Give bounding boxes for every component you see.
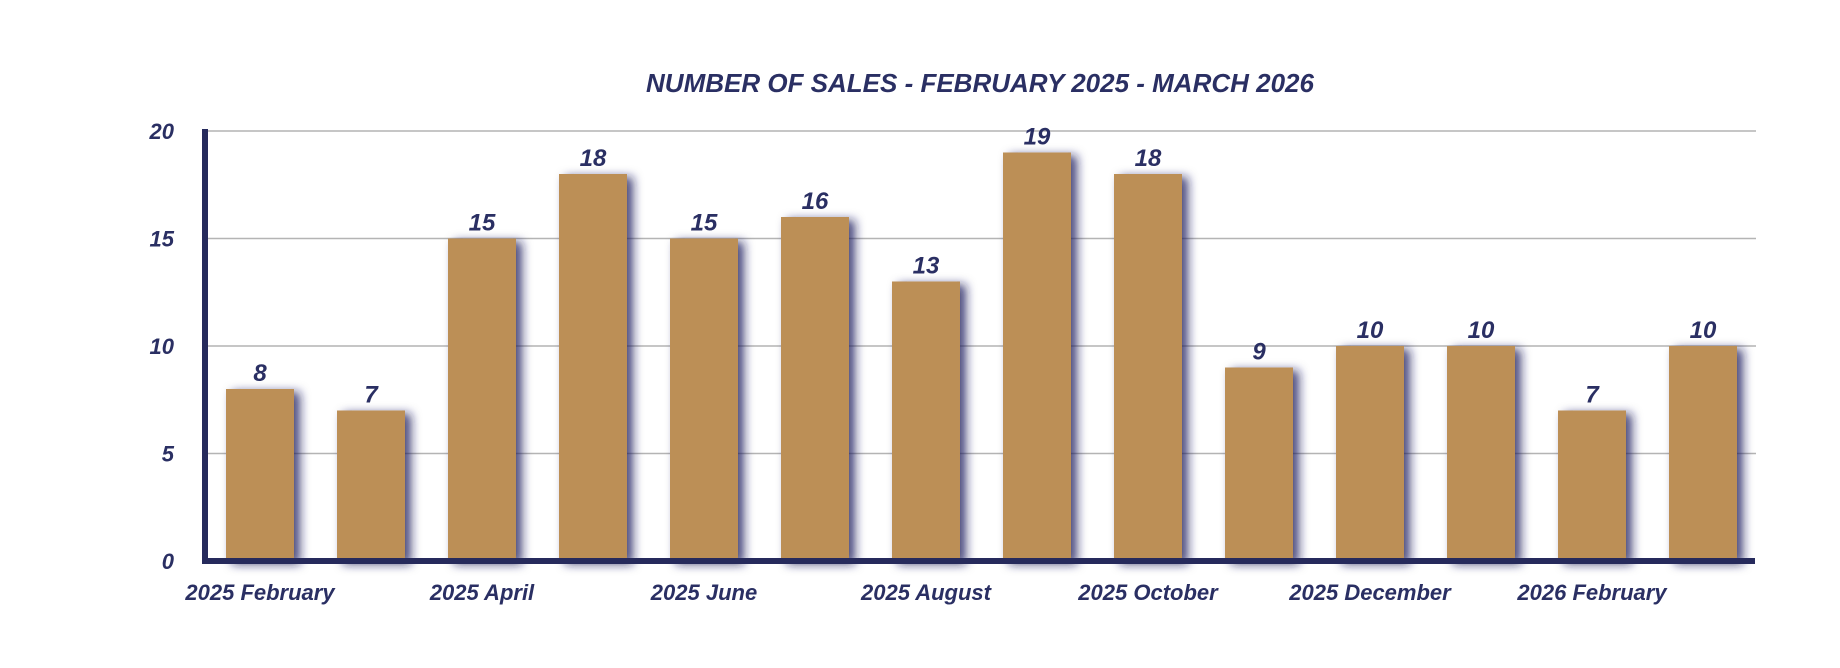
data-label: 16 [802, 188, 829, 215]
bars [226, 152, 1737, 561]
bar [337, 410, 405, 561]
bar [1558, 410, 1626, 561]
data-label: 18 [580, 145, 607, 172]
y-tick-label: 10 [150, 334, 175, 359]
bar [892, 281, 960, 561]
bar [1003, 152, 1071, 561]
data-label: 9 [1252, 339, 1266, 366]
data-label: 19 [1024, 124, 1051, 151]
bar [226, 389, 294, 561]
x-tick-label: 2025 April [429, 580, 535, 605]
bar [1225, 367, 1293, 561]
bar [1336, 346, 1404, 561]
x-tick-label: 2025 October [1077, 580, 1219, 605]
bar [781, 217, 849, 561]
y-tick-label: 0 [162, 549, 175, 574]
y-tick-label: 20 [149, 119, 175, 144]
x-tick-labels: 2025 February 2025 April 2025 June 2025 Aug… [184, 580, 1668, 605]
data-label: 18 [1135, 145, 1162, 172]
data-labels: 8 7 15 18 15 16 13 19 18 9 10 10 7 10 [253, 124, 1717, 409]
data-label: 13 [913, 253, 940, 280]
data-label: 7 [1585, 382, 1600, 409]
y-tick-label: 15 [150, 227, 175, 252]
chart-title: NUMBER OF SALES - FEBRUARY 2025 - MARCH … [646, 68, 1314, 98]
bar [448, 238, 516, 561]
x-tick-label: 2025 June [650, 580, 757, 605]
data-label: 10 [1468, 317, 1495, 344]
bar [670, 238, 738, 561]
x-tick-label: 2025 December [1288, 580, 1452, 605]
bar [559, 174, 627, 561]
data-label: 10 [1690, 317, 1717, 344]
bar [1447, 346, 1515, 561]
data-label: 10 [1357, 317, 1384, 344]
y-tick-labels: 0 5 10 15 20 [149, 119, 175, 574]
axes [202, 129, 1755, 564]
data-label: 15 [691, 210, 718, 237]
gridlines [205, 130, 1756, 455]
bar [1669, 346, 1737, 561]
bar [1114, 174, 1182, 561]
x-tick-label: 2026 February [1516, 580, 1668, 605]
data-label: 7 [364, 382, 379, 409]
x-tick-label: 2025 February [184, 580, 336, 605]
y-tick-label: 5 [162, 442, 175, 467]
data-label: 8 [253, 360, 267, 387]
x-tick-label: 2025 August [860, 580, 993, 605]
data-label: 15 [469, 210, 496, 237]
